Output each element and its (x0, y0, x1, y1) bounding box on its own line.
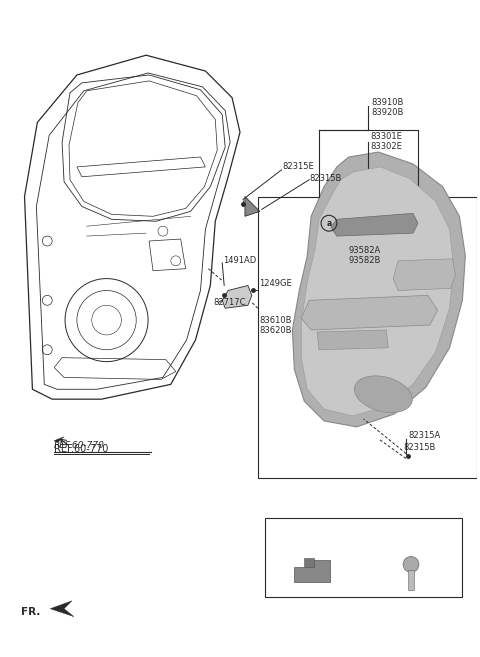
Bar (264, 518, 462, 597)
Text: 82717C: 82717C (213, 298, 246, 307)
Text: 1249LB: 1249LB (379, 528, 411, 537)
Polygon shape (50, 600, 74, 617)
Text: 1249GE: 1249GE (259, 279, 291, 288)
Polygon shape (294, 560, 330, 582)
Polygon shape (331, 214, 418, 236)
Text: 83910B: 83910B (372, 98, 404, 106)
Polygon shape (317, 330, 388, 350)
Text: 82315A: 82315A (408, 431, 440, 440)
Bar (258, 196, 477, 478)
Text: 83302E: 83302E (371, 142, 402, 151)
Text: 83920B: 83920B (372, 108, 404, 116)
Polygon shape (292, 152, 466, 427)
Text: 93581F: 93581F (292, 528, 324, 537)
Ellipse shape (354, 376, 412, 413)
Text: 83301E: 83301E (371, 132, 402, 141)
Text: FR.: FR. (21, 607, 40, 617)
Text: a: a (326, 219, 332, 228)
Text: a: a (274, 528, 279, 537)
Text: 83620B: 83620B (260, 326, 292, 335)
Text: REF.60-770: REF.60-770 (54, 443, 108, 453)
Polygon shape (301, 167, 454, 416)
Text: 82315B: 82315B (309, 174, 342, 183)
Polygon shape (222, 286, 252, 308)
Circle shape (403, 556, 419, 572)
Polygon shape (301, 296, 438, 330)
Bar (408, 570, 414, 590)
Polygon shape (304, 558, 314, 568)
Polygon shape (54, 437, 64, 443)
Text: 1491AD: 1491AD (223, 256, 256, 265)
Text: 82315E: 82315E (283, 162, 314, 171)
Text: 93582A: 93582A (349, 246, 381, 255)
Text: 93582B: 93582B (349, 256, 381, 265)
Text: 82315B: 82315B (403, 443, 435, 451)
Text: REF.60-770: REF.60-770 (54, 441, 105, 449)
Polygon shape (245, 196, 260, 216)
Polygon shape (393, 259, 456, 290)
Text: 83610B: 83610B (260, 316, 292, 325)
